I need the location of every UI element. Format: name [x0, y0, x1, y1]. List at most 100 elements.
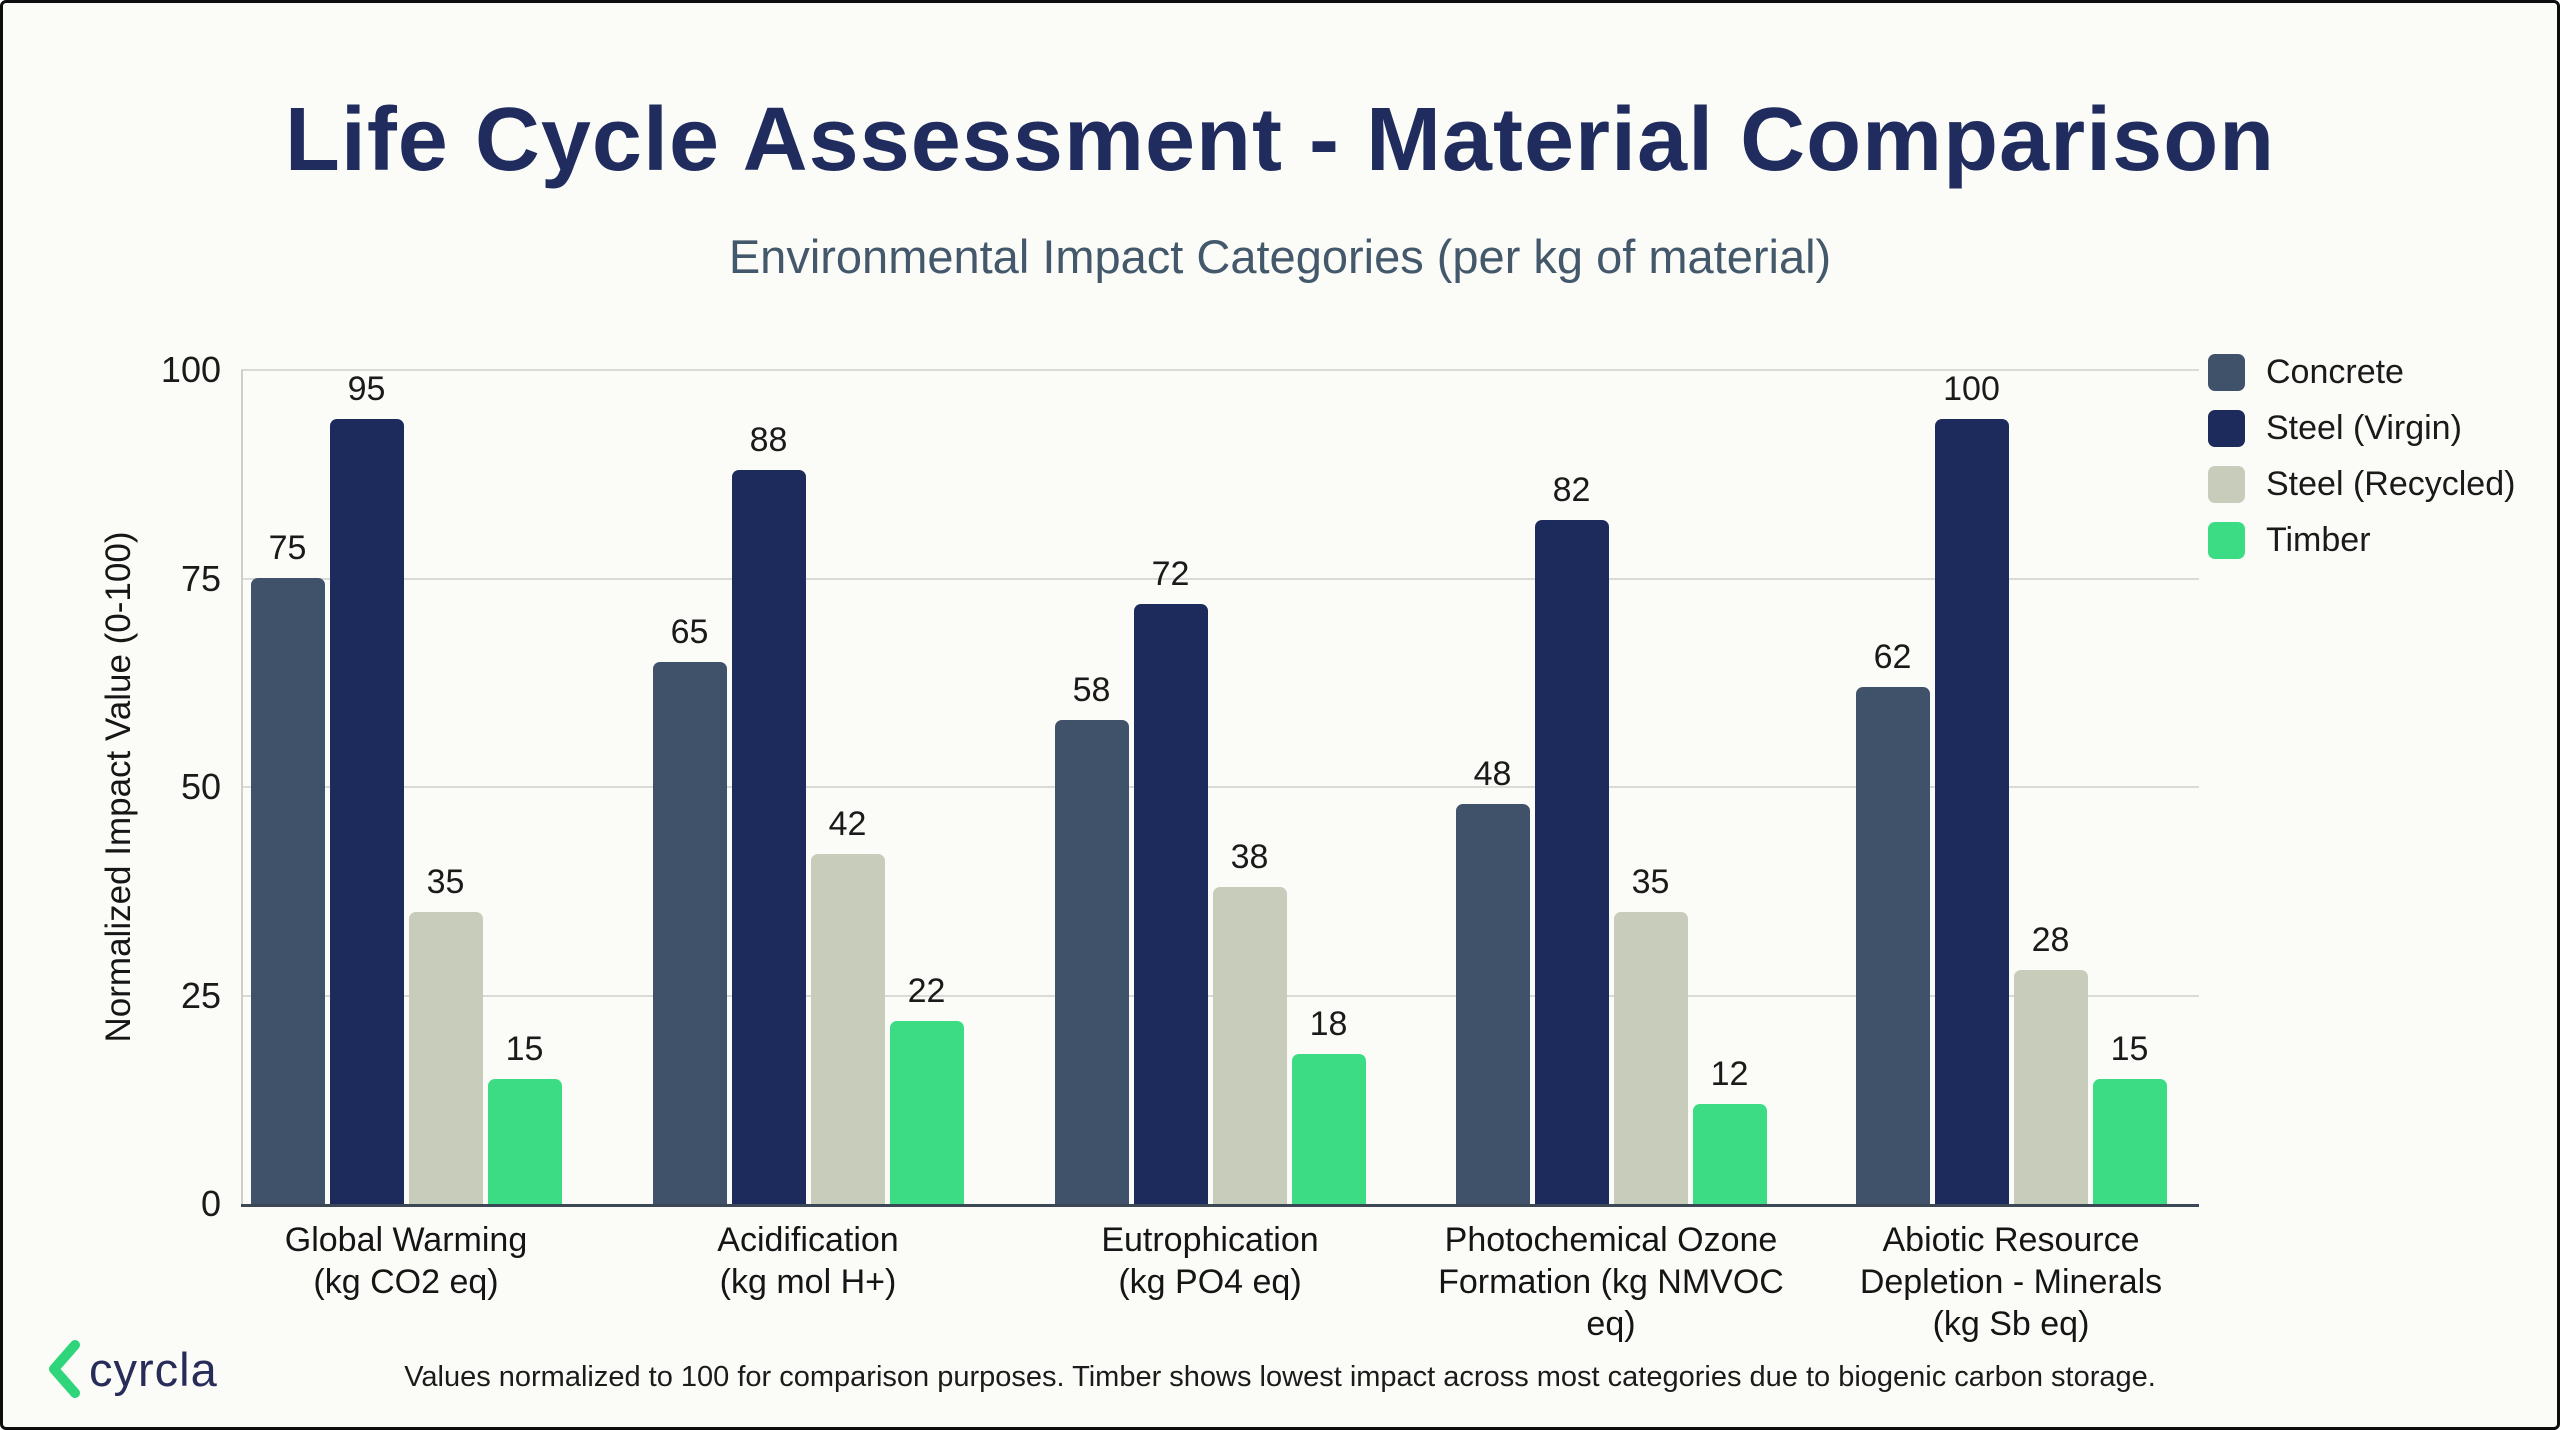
bar-value-label: 42 — [828, 805, 867, 843]
bar-group-eutrophication: 58 72 38 18 — [1054, 370, 1366, 1204]
bar-column: 62 — [1855, 370, 1930, 1204]
y-axis-tick-label: 75 — [180, 557, 221, 599]
brand-chevron-icon — [49, 1340, 80, 1398]
bar-value-label: 38 — [1230, 838, 1269, 876]
bar-value-label: 35 — [1631, 863, 1670, 901]
bar-concrete — [250, 578, 325, 1204]
chart-subtitle: Environmental Impact Categories (per kg … — [728, 230, 1832, 283]
bar-column: 100 — [1934, 370, 2009, 1204]
bar-value-label: 35 — [426, 863, 465, 901]
y-axis-tick-label: 50 — [180, 766, 221, 807]
bar-group-photochemical-ozone: 48 82 35 12 — [1455, 370, 1767, 1204]
bar-timber — [1692, 1104, 1767, 1204]
bar-column: 58 — [1054, 370, 1129, 1204]
bar-column: 72 — [1133, 370, 1208, 1204]
bar-value-label: 82 — [1552, 471, 1591, 509]
bar-column: 82 — [1534, 370, 1609, 1204]
brand-logo: cyrcla — [45, 1339, 218, 1399]
x-axis-category-label: Global Warming (kg CO2 eq) — [284, 1221, 528, 1301]
legend-item-timber: Timber — [2208, 521, 2515, 560]
bar-concrete — [1054, 720, 1129, 1204]
y-axis-line — [241, 370, 243, 1204]
bar-column: 35 — [1613, 370, 1688, 1204]
brand-name: cyrcla — [89, 1342, 218, 1396]
x-axis-category-label: Eutrophication (kg PO4 eq) — [1101, 1221, 1319, 1301]
legend-label: Steel (Recycled) — [2266, 465, 2516, 503]
bar-value-label: 62 — [1873, 638, 1912, 676]
bar-value-label: 15 — [505, 1030, 544, 1068]
legend-swatch — [2208, 522, 2245, 559]
bar-column: 28 — [2013, 370, 2088, 1204]
bar-value-label: 72 — [1151, 555, 1190, 593]
legend-label: Timber — [2266, 521, 2371, 559]
bar-timber — [487, 1079, 562, 1204]
bar-steel-recycled — [1212, 887, 1287, 1204]
bar-value-label: 75 — [268, 529, 307, 567]
bar-steel-recycled — [408, 912, 483, 1204]
x-axis-category-label: Acidification (kg mol H+) — [717, 1221, 899, 1301]
bar-column: 22 — [889, 370, 964, 1204]
bar-column: 88 — [731, 370, 806, 1204]
bar-value-label: 18 — [1309, 1005, 1348, 1043]
bar-steel-virgin — [1133, 604, 1208, 1204]
bar-timber — [889, 1021, 964, 1204]
y-axis-tick-label: 100 — [160, 349, 221, 390]
legend-item-concrete: Concrete — [2208, 353, 2515, 392]
bar-column: 18 — [1291, 370, 1366, 1204]
gridline — [241, 577, 2199, 580]
bar-value-label: 88 — [749, 421, 788, 459]
legend-swatch — [2208, 466, 2245, 503]
bar-column: 48 — [1455, 370, 1530, 1204]
legend-item-steel-virgin: Steel (Virgin) — [2208, 409, 2515, 448]
bar-timber — [2092, 1079, 2167, 1204]
gridline — [241, 786, 2199, 788]
bar-steel-virgin — [1934, 419, 2009, 1204]
bar-steel-recycled — [1613, 912, 1688, 1204]
x-axis-line — [241, 1204, 2199, 1207]
bar-column: 12 — [1692, 370, 1767, 1204]
bar-steel-virgin — [329, 419, 404, 1204]
bar-steel-virgin — [731, 470, 806, 1204]
bar-group-abiotic-resource: 62 100 28 15 — [1855, 370, 2167, 1204]
bar-column: 65 — [652, 370, 727, 1204]
legend-item-steel-recycled: Steel (Recycled) — [2208, 465, 2515, 504]
legend-label: Concrete — [2266, 353, 2404, 391]
bar-concrete — [1455, 804, 1530, 1204]
bar-value-label: 58 — [1072, 671, 1111, 709]
legend-swatch — [2208, 410, 2245, 447]
bar-concrete — [1855, 687, 1930, 1204]
y-axis-tick-label: 0 — [200, 1183, 221, 1224]
bar-value-label: 48 — [1473, 755, 1512, 793]
bar-value-label: 12 — [1710, 1055, 1749, 1093]
bar-column: 75 — [250, 370, 325, 1204]
legend-label: Steel (Virgin) — [2266, 409, 2462, 447]
bar-value-label: 22 — [907, 972, 946, 1010]
x-axis-category-label: Photochemical Ozone Formation (kg NMVOC … — [1438, 1221, 1784, 1343]
legend: Concrete Steel (Virgin) Steel (Recycled) Ti… — [2208, 353, 2515, 577]
bar-group-acidification: 65 88 42 22 — [652, 370, 964, 1204]
bar-value-label: 28 — [2031, 921, 2070, 959]
bar-value-label: 100 — [1943, 370, 2000, 408]
bar-timber — [1291, 1054, 1366, 1204]
gridline — [241, 369, 2199, 371]
bar-column: 35 — [408, 370, 483, 1204]
chart-title: Life Cycle Assessment - Material Compari… — [284, 90, 2276, 190]
bar-column: 95 — [329, 370, 404, 1204]
bar-value-label: 95 — [347, 370, 386, 408]
bar-steel-recycled — [2013, 970, 2088, 1204]
bar-value-label: 65 — [670, 613, 709, 651]
bar-steel-virgin — [1534, 520, 1609, 1204]
y-axis-tick-label: 25 — [180, 974, 221, 1016]
bar-group-global-warming: 75 95 35 15 — [250, 370, 562, 1204]
legend-swatch — [2208, 354, 2245, 391]
bar-column: 42 — [810, 370, 885, 1204]
bar-concrete — [652, 662, 727, 1204]
bar-column: 15 — [2092, 370, 2167, 1204]
bar-value-label: 15 — [2110, 1030, 2149, 1068]
footer-note: Values normalized to 100 for comparison … — [404, 1361, 2156, 1393]
bar-steel-recycled — [810, 854, 885, 1204]
bar-column: 15 — [487, 370, 562, 1204]
bar-column: 38 — [1212, 370, 1287, 1204]
x-axis-category-label: Abiotic Resource Depletion - Minerals (k… — [1859, 1221, 2163, 1343]
